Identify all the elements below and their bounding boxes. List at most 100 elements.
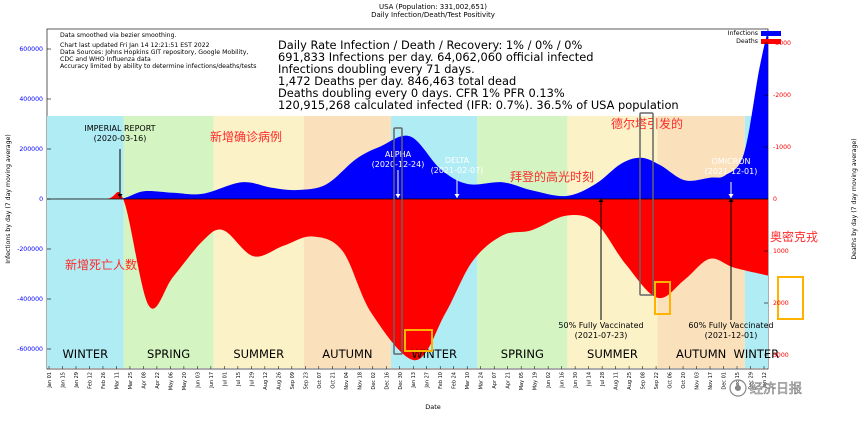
stats-line-rates: Daily Rate Infection / Death / Recovery:… bbox=[278, 38, 582, 52]
x-axis-tick-label: Apr 08 bbox=[141, 372, 147, 389]
highlight-box-alpha bbox=[393, 127, 403, 355]
x-axis-tick-label: Feb 24 bbox=[452, 372, 458, 389]
season-label-winter: WINTER bbox=[411, 347, 457, 361]
right-axis-tick-label: -3000 bbox=[773, 40, 791, 47]
info-block: Data smoothed via bezier smoothing. Char… bbox=[60, 32, 257, 70]
event-label-4: 50% Fully Vaccinated bbox=[558, 321, 643, 330]
event-label-3: (2021-12-01) bbox=[705, 167, 758, 176]
season-band-spring bbox=[477, 116, 568, 368]
x-axis-tick-label: Nov 03 bbox=[695, 372, 701, 390]
x-axis-tick-label: Jan 15 bbox=[60, 372, 66, 389]
event-arrow-head bbox=[598, 198, 604, 202]
stats-line-calculated: 120,915,268 calculated infected (IFR: 0.… bbox=[278, 98, 679, 112]
left-axis-tick-label: 600000 bbox=[19, 46, 43, 53]
x-axis-tick-label: Jan 29 bbox=[74, 372, 80, 389]
chart-title: USA (Population: 331,002,651) bbox=[379, 3, 487, 11]
right-axis-tick-label: 2000 bbox=[773, 300, 789, 307]
x-axis-tick-label: Sep 08 bbox=[641, 372, 647, 389]
season-label-spring: SPRING bbox=[147, 347, 190, 361]
x-axis-tick-label: Dec 16 bbox=[384, 372, 390, 390]
x-axis-tick-label: Apr 07 bbox=[492, 372, 498, 389]
x-axis-tick-label: Jan 27 bbox=[425, 372, 431, 389]
event-arrow-head bbox=[728, 198, 734, 202]
legend-swatch-deaths bbox=[761, 39, 781, 44]
event-label-1: (2020-12-24) bbox=[372, 160, 425, 169]
watermark-logo-icon bbox=[729, 379, 747, 397]
event-arrow-head bbox=[454, 194, 460, 198]
left-axis-tick-label: 200000 bbox=[19, 146, 43, 153]
x-axis-tick-label: Jan 12 bbox=[762, 372, 768, 389]
event-arrow-head bbox=[117, 194, 123, 198]
left-axis-tick-label: 400000 bbox=[19, 96, 43, 103]
left-axis-label: Infections by day (7 day moving average) bbox=[5, 134, 12, 264]
stats-block: Daily Rate Infection / Death / Recovery:… bbox=[278, 38, 679, 112]
left-axis-tick-label: -600000 bbox=[17, 346, 43, 353]
event-label-4: (2021-07-23) bbox=[575, 331, 628, 340]
legend-swatch-infections bbox=[761, 31, 781, 36]
event-label-2: (2021-02-07) bbox=[431, 166, 484, 175]
x-axis-tick-label: Nov 18 bbox=[357, 372, 363, 390]
x-axis-tick-label: Oct 21 bbox=[330, 372, 336, 389]
info-line-smoothing: Data smoothed via bezier smoothing. bbox=[60, 32, 177, 39]
x-axis-tick-label: Jul 15 bbox=[236, 372, 242, 387]
x-axis-tick-label: Dec 01 bbox=[722, 372, 728, 390]
chinese-annotation-4: 奥密克戎 bbox=[770, 229, 818, 244]
stats-line-cfr: Deaths doubling every 0 days. CFR 1% PFR… bbox=[278, 86, 565, 100]
season-band-winter bbox=[47, 116, 124, 368]
info-line-sources-2: CDC and WHO Influenza data bbox=[60, 56, 151, 63]
highlight-boxes bbox=[393, 112, 804, 355]
deaths-area bbox=[47, 191, 768, 361]
chinese-annotation-2: 德尔塔引发的 bbox=[611, 116, 683, 131]
x-axis-tick-label: Dec 15 bbox=[735, 372, 741, 390]
x-axis-tick-label: Oct 20 bbox=[681, 372, 687, 389]
season-label-summer: SUMMER bbox=[233, 347, 284, 361]
info-line-sources: Data Sources: Johns Hopkins GIT reposito… bbox=[60, 49, 248, 56]
right-axis-tick-label: -2000 bbox=[773, 92, 791, 99]
watermark-text: 经济日报 bbox=[750, 382, 802, 397]
x-axis-tick-label: Feb 10 bbox=[438, 372, 444, 389]
left-axis-tick-label: -200000 bbox=[17, 246, 43, 253]
x-axis-tick-label: Feb 26 bbox=[101, 372, 107, 389]
highlight-box-delta-peak bbox=[654, 281, 671, 315]
x-axis-tick-label: Aug 11 bbox=[614, 372, 620, 390]
chinese-annotation-0: 新增确诊病例 bbox=[210, 129, 282, 144]
event-arrow-head bbox=[395, 194, 401, 198]
highlight-box-delta bbox=[639, 112, 654, 296]
event-label-0: IMPERIAL REPORT bbox=[84, 124, 155, 133]
left-axis-tick-label: 0 bbox=[39, 196, 43, 203]
left-axis-tick-label: -400000 bbox=[17, 296, 43, 303]
x-axis-tick-label: Aug 25 bbox=[627, 372, 633, 390]
right-axis-tick-label: 1000 bbox=[773, 248, 789, 255]
x-axis-tick-label: Jan 01 bbox=[47, 372, 53, 389]
event-label-1: ALPHA bbox=[385, 150, 412, 159]
stats-line-doubling: Infections doubling every 71 days. bbox=[278, 62, 475, 76]
legend-label-deaths: Deaths bbox=[736, 38, 758, 45]
chinese-annotation-1: 新增死亡人数 bbox=[65, 257, 137, 272]
watermark: 经济日报 bbox=[729, 379, 802, 397]
x-axis-tick-label: Mar 11 bbox=[114, 372, 120, 389]
x-axis-tick-label: Jun 03 bbox=[195, 372, 201, 389]
season-label-summer: SUMMER bbox=[587, 347, 638, 361]
event-arrow-head bbox=[728, 194, 734, 198]
x-axis-tick-label: Sep 23 bbox=[303, 372, 309, 389]
stats-line-deaths: 1,472 Deaths per day. 846,463 total dead bbox=[278, 74, 516, 88]
season-label-autumn: AUTUMN bbox=[676, 347, 726, 361]
x-axis: Jan 01 Jan 15 Jan 29 Feb 12 Feb 26 Mar 11 Mar … bbox=[47, 366, 768, 390]
highlight-box-winter-peak bbox=[404, 329, 433, 352]
right-axis-tick-label: 3000 bbox=[773, 352, 789, 359]
x-axis-tick-label: Oct 07 bbox=[317, 372, 323, 389]
left-axis: -600000 -400000 -200000 0 200000 400000 600000 bbox=[17, 46, 51, 353]
x-axis-tick-label: Dec 02 bbox=[371, 372, 377, 390]
event-label-5: 60% Fully Vaccinated bbox=[688, 321, 773, 330]
event-label-2: DELTA bbox=[445, 156, 470, 165]
season-label-winter: WINTER bbox=[734, 347, 780, 361]
x-axis-tick-label: Sep 09 bbox=[290, 372, 296, 389]
season-label-autumn: AUTUMN bbox=[322, 347, 372, 361]
highlight-box-omicron bbox=[777, 276, 804, 320]
x-axis-tick-label: Jun 16 bbox=[560, 372, 566, 389]
legend-label-infections: Infections bbox=[728, 30, 758, 37]
x-axis-tick-label: Nov 17 bbox=[708, 372, 714, 390]
x-axis-tick-label: May 06 bbox=[168, 372, 174, 390]
